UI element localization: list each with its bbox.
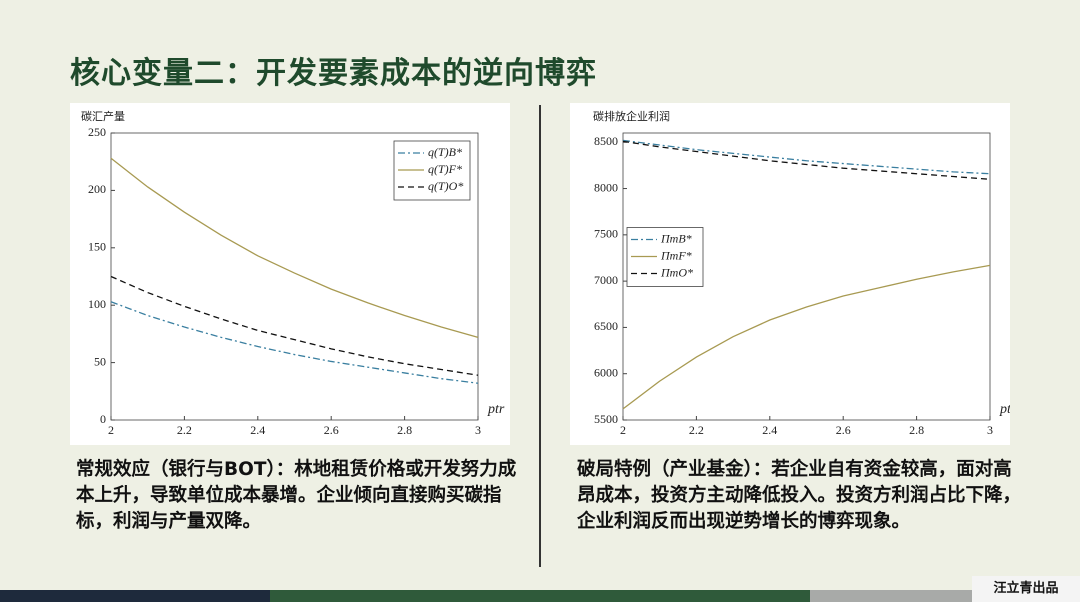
y-tick-label: 100 bbox=[88, 297, 106, 311]
y-tick-label: 6000 bbox=[594, 365, 618, 379]
note-text: 林地租赁价格或开发努力成本上升，导致单位成本暴增。企业倾向直接购买碳指标，利润与… bbox=[76, 459, 517, 532]
legend-label: q(T)F* bbox=[428, 162, 462, 176]
y-tick-label: 200 bbox=[88, 182, 106, 196]
x-tick-label: 3 bbox=[987, 423, 993, 437]
x-tick-label: 2.4 bbox=[762, 423, 777, 437]
note: 常规效应（银行与BOT）：林地租赁价格或开发努力成本上升，导致单位成本暴增。企业… bbox=[76, 457, 526, 535]
legend-label: ΠmO* bbox=[660, 265, 693, 279]
y-axis-label: 碳排放企业利润 bbox=[593, 109, 670, 123]
x-axis-label: ptr bbox=[999, 402, 1010, 417]
x-tick-label: 2.2 bbox=[177, 423, 192, 437]
note-heading: 破局特例（产业基金）： bbox=[577, 459, 772, 480]
y-tick-label: 250 bbox=[88, 125, 106, 139]
y-tick-label: 8000 bbox=[594, 180, 618, 194]
plot-frame bbox=[622, 132, 991, 421]
y-tick-label: 7000 bbox=[594, 273, 618, 287]
x-tick-label: 2 bbox=[108, 423, 114, 437]
x-tick-label: 2.2 bbox=[689, 423, 704, 437]
y-tick-label: 7500 bbox=[594, 227, 618, 241]
series-line bbox=[110, 157, 479, 338]
note: 破局特例（产业基金）：若企业自有资金较高，面对高昂成本，投资方主动降低投入。投资… bbox=[577, 457, 1027, 535]
x-tick-label: 2 bbox=[620, 423, 626, 437]
x-tick-label: 2.6 bbox=[836, 423, 851, 437]
y-tick-label: 6500 bbox=[594, 319, 618, 333]
note-text: 若企业自有资金较高，面对高昂成本，投资方主动降低投入。投资方利润占比下降，企业利… bbox=[577, 459, 1022, 532]
divider bbox=[539, 105, 541, 567]
x-tick-label: 3 bbox=[475, 423, 481, 437]
y-tick-label: 0 bbox=[100, 412, 106, 426]
series-line bbox=[110, 301, 479, 384]
y-axis-label: 碳汇产量 bbox=[81, 109, 125, 123]
chart: 碳排放企业利润 ptr 5500 6000 6500 7000 7500 8000 8500 2 2… bbox=[570, 103, 1010, 445]
credit: 汪立青出品 bbox=[972, 576, 1080, 602]
x-tick-label: 2.4 bbox=[250, 423, 265, 437]
y-tick-label: 50 bbox=[94, 354, 106, 368]
chart: 碳汇产量 ptr 0 50 100 150 200 250 2 2.2 2.4 2.6 2.8 3 q(T)… bbox=[70, 103, 510, 445]
x-tick-label: 2.8 bbox=[909, 423, 924, 437]
series-line bbox=[110, 275, 479, 376]
x-tick-label: 2.8 bbox=[397, 423, 412, 437]
slide-title: 核心变量二：开发要素成本的逆向博弈 bbox=[70, 56, 597, 91]
y-tick-label: 8500 bbox=[594, 134, 618, 148]
series-line bbox=[622, 264, 991, 410]
note-heading: 常规效应（银行与BOT）： bbox=[76, 459, 295, 480]
x-tick-label: 2.6 bbox=[324, 423, 339, 437]
footer-bar bbox=[270, 590, 810, 602]
legend-label: ΠmB* bbox=[660, 231, 692, 245]
y-tick-label: 150 bbox=[88, 240, 106, 254]
y-tick-label: 5500 bbox=[594, 412, 618, 426]
legend-label: ΠmF* bbox=[660, 248, 692, 262]
legend-label: q(T)B* bbox=[428, 145, 462, 159]
series-line bbox=[622, 139, 991, 175]
x-axis-label: ptr bbox=[487, 402, 505, 417]
footer-bar bbox=[0, 590, 270, 602]
series-line bbox=[622, 140, 991, 180]
legend-label: q(T)O* bbox=[428, 179, 463, 193]
